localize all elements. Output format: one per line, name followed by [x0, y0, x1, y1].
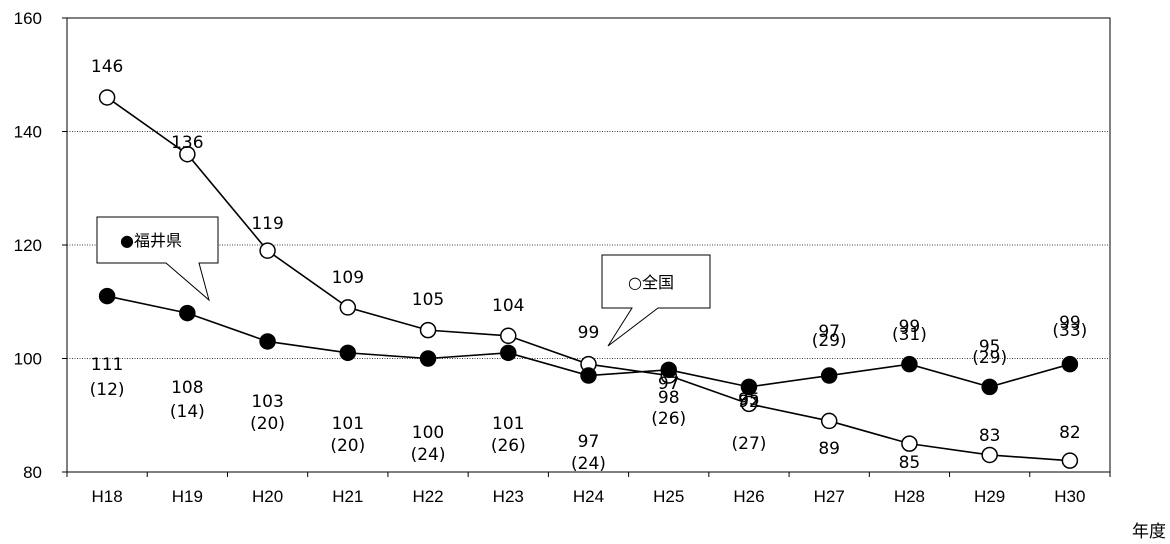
data-label-zenkoku-H29: 83 — [979, 426, 1001, 446]
y-axis-ticks: 80 100 120 140 160 — [14, 9, 67, 482]
point-zenkoku-H23 — [500, 327, 517, 345]
point-fukui-H29 — [981, 378, 998, 396]
point-fukui-H24 — [580, 367, 597, 384]
rank-label-fukui-H24: (24) — [571, 454, 606, 474]
rank-label-fukui-H25: (26) — [651, 409, 686, 429]
rank-label-fukui-H19: (14) — [170, 402, 205, 422]
data-label-fukui-H19: 108 — [171, 378, 203, 398]
x-tick-label-H28: H28 — [894, 487, 925, 506]
rank-label-fukui-H21: (20) — [330, 436, 365, 456]
rank-label-fukui-H26: (27) — [732, 434, 767, 454]
data-label-zenkoku-H28: 85 — [899, 453, 921, 473]
point-fukui-H20 — [259, 333, 276, 350]
rank-label-fukui-H18: (12) — [90, 380, 125, 400]
x-tick-label-H21: H21 — [332, 487, 363, 506]
point-zenkoku-H20 — [259, 242, 276, 259]
point-fukui-H22 — [419, 350, 437, 367]
y-tick-label-160: 160 — [14, 9, 42, 28]
x-axis-label: 年度 — [1132, 522, 1166, 541]
point-fukui-H30 — [1061, 355, 1079, 373]
data-label-zenkoku-H22: 105 — [412, 290, 444, 310]
data-label-fukui-H27: 97 — [818, 322, 840, 342]
point-fukui-H27 — [820, 367, 838, 384]
data-label-fukui-H18: 111 — [91, 355, 123, 375]
y-tick-label-140: 140 — [14, 123, 42, 142]
point-zenkoku-H21 — [339, 299, 357, 316]
data-label-zenkoku-H27: 89 — [818, 439, 840, 459]
x-tick-label-H20: H20 — [252, 487, 283, 506]
data-label-zenkoku-H26: 95 — [738, 390, 760, 410]
x-tick-label-H30: H30 — [1054, 487, 1085, 506]
point-fukui-H26 — [740, 378, 758, 396]
data-label-fukui-H22: 100 — [412, 423, 444, 443]
data-label-fukui-H21: 101 — [332, 414, 364, 434]
point-zenkoku-H27 — [820, 412, 838, 430]
x-tick-label-H26: H26 — [733, 487, 764, 506]
x-tick-label-H19: H19 — [172, 487, 203, 506]
x-tick-label-H18: H18 — [92, 487, 123, 506]
rank-label-fukui-H23: (26) — [491, 436, 526, 456]
data-label-zenkoku-H18: 146 — [91, 57, 123, 77]
y-tick-label-80: 80 — [23, 463, 42, 482]
point-fukui-H19 — [179, 304, 196, 322]
legend-callout-zenkoku — [601, 254, 711, 347]
data-label-zenkoku-H24: 99 — [578, 323, 600, 343]
point-zenkoku-H29 — [981, 446, 998, 464]
point-zenkoku-H22 — [419, 321, 437, 339]
x-tick-label-H25: H25 — [653, 487, 684, 506]
rank-label-fukui-H22: (24) — [411, 445, 446, 465]
data-label-zenkoku-H20: 119 — [251, 214, 283, 234]
point-fukui-H28 — [901, 355, 918, 373]
legend-callout-fukui — [96, 216, 219, 302]
data-label-fukui-H26: 92 — [738, 392, 760, 412]
point-zenkoku-H30 — [1061, 452, 1079, 469]
data-label-fukui-H20: 103 — [251, 392, 283, 412]
point-fukui-H21 — [339, 344, 357, 362]
data-labels: 111(12)146108(14)136103(20)119101(20)109… — [90, 57, 1088, 474]
rank-label-fukui-H28: (31) — [892, 325, 927, 345]
data-label-zenkoku-H21: 109 — [332, 268, 364, 288]
x-tick-label-H23: H23 — [493, 487, 524, 506]
data-label-zenkoku-H30: 82 — [1059, 423, 1081, 443]
data-label-fukui-H28: 99 — [899, 317, 921, 337]
data-label-zenkoku-H25: 98 — [658, 388, 680, 408]
rank-label-fukui-H30: (33) — [1052, 321, 1087, 341]
y-tick-label-120: 120 — [14, 236, 42, 255]
data-label-fukui-H25: 97 — [658, 374, 680, 394]
rank-label-fukui-H29: (29) — [972, 348, 1007, 368]
point-zenkoku-H19 — [179, 145, 196, 163]
x-tick-label-H24: H24 — [573, 487, 604, 506]
data-label-fukui-H29: 95 — [979, 337, 1001, 357]
x-tick-label-H22: H22 — [412, 487, 443, 506]
point-fukui-H25 — [660, 361, 677, 379]
legend-label-fukui: ●福井県 — [120, 231, 182, 250]
legend-callouts: ●福井県 ○全国 — [96, 216, 711, 347]
point-zenkoku-H18 — [98, 89, 116, 106]
rank-label-fukui-H27: (29) — [812, 331, 847, 351]
plot-frame — [66, 17, 1111, 473]
point-zenkoku-H28 — [901, 435, 918, 452]
x-tick-label-H27: H27 — [814, 487, 845, 506]
point-zenkoku-H26 — [740, 395, 758, 413]
data-label-fukui-H23: 101 — [492, 414, 524, 434]
data-label-zenkoku-H23: 104 — [492, 296, 524, 316]
rank-label-fukui-H20: (20) — [250, 414, 285, 434]
y-tick-label-100: 100 — [14, 350, 42, 369]
point-fukui-H23 — [500, 344, 517, 362]
series — [98, 89, 1079, 469]
x-tick-label-H29: H29 — [974, 487, 1005, 506]
data-label-fukui-H30: 99 — [1059, 313, 1081, 333]
data-label-zenkoku-H19: 136 — [171, 133, 203, 153]
x-axis-ticks: H18 H19 H20 H21 H22 H23 H24 H25 H26 H27 H28 H29 H30 — [66, 472, 1111, 506]
point-fukui-H18 — [98, 287, 116, 305]
data-label-fukui-H24: 97 — [578, 432, 600, 452]
legend-label-zenkoku: ○全国 — [628, 273, 674, 292]
